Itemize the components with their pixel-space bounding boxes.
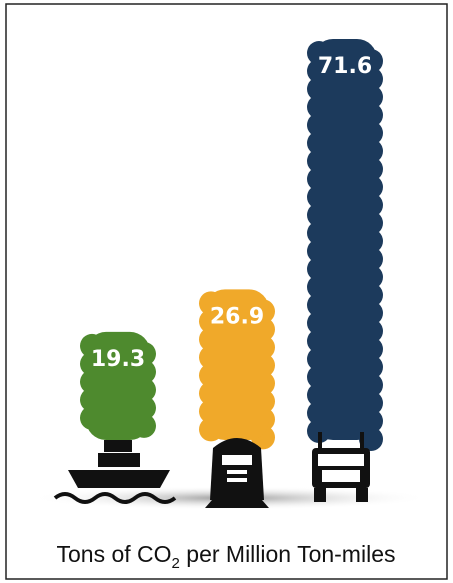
train-icon (205, 438, 269, 508)
value-label: 26.9 (210, 304, 264, 329)
smoke-column (313, 39, 377, 440)
smoke-column (205, 289, 269, 440)
vehicle-icons (53, 432, 370, 508)
caption-part: per Million Ton-miles (180, 541, 396, 567)
caption: Tons of CO2 per Million Ton-miles (57, 541, 396, 572)
caption-part: Tons of CO (57, 541, 172, 567)
value-label: 19.3 (91, 347, 145, 372)
caption-subscript: 2 (172, 555, 180, 572)
barge-icon (53, 440, 177, 504)
value-label: 71.6 (318, 54, 372, 79)
smoke-column (86, 331, 150, 440)
truck-icon (312, 432, 370, 502)
